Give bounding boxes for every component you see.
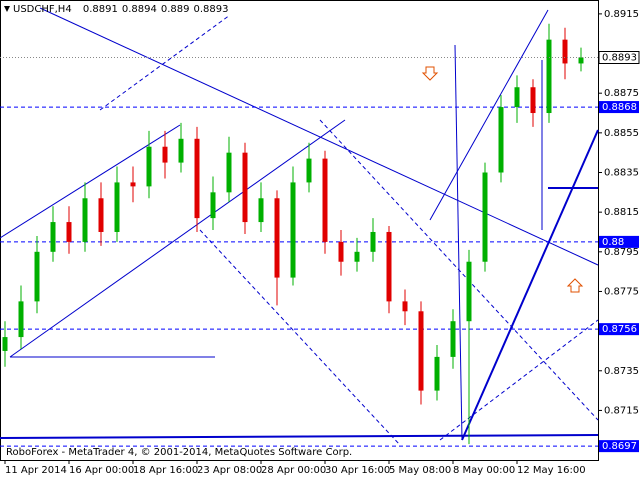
candle-body	[498, 107, 504, 173]
candle-body	[2, 337, 8, 351]
candle-body	[386, 231, 392, 302]
candle-body	[178, 138, 184, 163]
candle-body	[274, 198, 280, 278]
candle-body	[338, 241, 344, 262]
candle-body	[66, 222, 72, 242]
x-tick-label: 23 Apr 08:00	[197, 465, 262, 476]
x-tick-label: 8 May 00:00	[453, 465, 515, 476]
candle-body	[114, 182, 120, 232]
y-tick-label: 0.8735	[604, 366, 639, 377]
level-label-box	[599, 101, 639, 114]
chart-header: USDCHF,H4 0.8891 0.8894 0.889 0.8893	[13, 4, 229, 15]
x-tick-label: 18 Apr 16:00	[133, 465, 198, 476]
candle-body	[514, 87, 520, 108]
symbol: USDCHF,H4	[13, 4, 72, 15]
candle-body	[146, 146, 152, 187]
candle-body	[98, 198, 104, 232]
x-tick-label: 11 Apr 2014	[5, 465, 67, 476]
last-price-label: 0.8893	[602, 53, 637, 64]
header-value: 0.8891	[83, 4, 118, 15]
symbol-icon	[4, 6, 10, 12]
candle-body	[162, 146, 168, 163]
level-label: 0.8697	[602, 441, 637, 452]
candle-body	[242, 152, 248, 223]
plot-frame	[0, 0, 599, 461]
trend-line	[39, 7, 599, 266]
x-tick-label: 28 Apr 00:00	[261, 465, 326, 476]
candle-body	[466, 261, 472, 322]
y-tick-label: 0.8815	[604, 207, 639, 218]
x-tick-label: 30 Apr 16:00	[325, 465, 390, 476]
candle-body	[562, 39, 568, 64]
y-tick-label: 0.8795	[604, 247, 639, 258]
candle-body	[370, 231, 376, 252]
trend-line	[454, 44, 463, 441]
candle-body	[306, 158, 312, 183]
candle-body	[354, 251, 360, 262]
trend-line	[439, 319, 599, 441]
level-label-box	[599, 235, 639, 248]
candle-body	[194, 138, 200, 219]
trend-lines	[0, 7, 599, 446]
candle-body	[226, 152, 232, 193]
candle-body	[434, 356, 440, 391]
candle-body	[418, 311, 424, 391]
candle-body	[34, 251, 40, 302]
header-value: 0.889	[161, 4, 190, 15]
candle-body	[578, 57, 584, 64]
candle-body	[402, 301, 408, 312]
y-tick-label: 0.8915	[604, 9, 639, 20]
last-price-box	[598, 51, 640, 64]
up-arrow-icon	[566, 278, 584, 293]
candle-body	[450, 321, 456, 357]
y-tick-label: 0.8715	[604, 405, 639, 416]
footer: RoboForex - MetaTrader 4, © 2001-2014, M…	[6, 447, 352, 458]
x-tick-label: 12 May 16:00	[517, 465, 586, 476]
candle-body	[130, 182, 136, 187]
level-label: 0.8756	[602, 324, 637, 335]
trend-line	[0, 434, 599, 439]
y-tick-label: 0.8875	[604, 88, 639, 99]
candle-body	[322, 158, 328, 242]
trend-line	[0, 124, 181, 239]
header-value: 0.8893	[194, 4, 229, 15]
level-label: 0.8868	[602, 102, 637, 113]
candle-body	[546, 39, 552, 114]
x-tick-label: 16 Apr 00:00	[69, 465, 134, 476]
header-value: 0.8894	[122, 4, 157, 15]
candle-body	[482, 172, 488, 262]
x-tick-label: 5 May 08:00	[389, 465, 451, 476]
y-tick-label: 0.8775	[604, 286, 639, 297]
trend-line	[429, 9, 549, 221]
candle-body	[18, 301, 24, 338]
y-tick-label: 0.8835	[604, 168, 639, 179]
level-label-box	[599, 440, 639, 453]
y-tick-label: 0.8855	[604, 128, 639, 139]
trend-line	[9, 119, 346, 358]
level-label-box	[599, 323, 639, 336]
candle-body	[258, 198, 264, 223]
candle-body	[210, 192, 216, 219]
trend-line	[99, 14, 231, 111]
candle-body	[50, 222, 56, 252]
candle-body	[82, 198, 88, 242]
candle-body	[530, 87, 536, 114]
candle-body	[290, 182, 296, 278]
level-label: 0.88	[602, 237, 624, 248]
trend-line	[461, 129, 599, 441]
down-arrow-icon	[421, 66, 439, 81]
trend-line	[319, 119, 599, 421]
